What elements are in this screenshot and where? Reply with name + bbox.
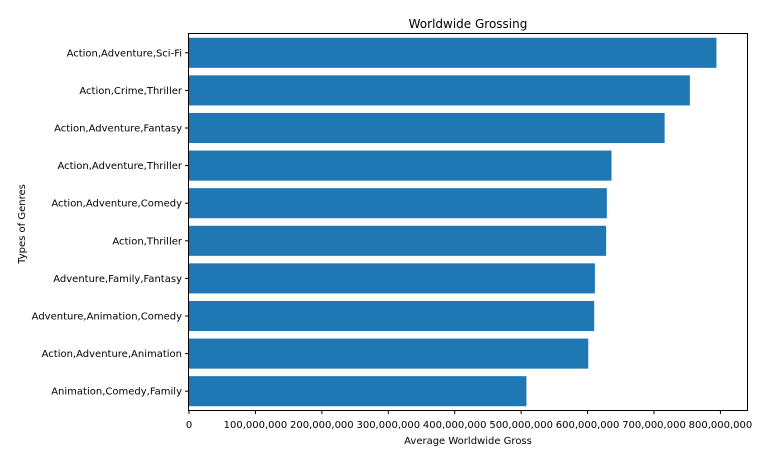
y-tick-label: Adventure,Animation,Comedy (32, 312, 182, 323)
x-axis: 0 100,000,000 200,000,000 300,000,000 400,00… (186, 410, 752, 431)
x-tick-label: 400,000,000 (423, 420, 487, 431)
y-tick-label: Action,Crime,Thriller (79, 86, 182, 97)
y-tick-label: Action,Adventure,Thriller (57, 161, 182, 172)
bar (189, 188, 607, 219)
bar (189, 338, 589, 369)
bar (189, 150, 612, 181)
bar (189, 225, 607, 256)
bar (189, 37, 717, 68)
x-tick-label: 100,000,000 (224, 420, 288, 431)
bar (189, 376, 527, 407)
chart-title: Worldwide Grossing (409, 17, 528, 31)
bar (189, 263, 595, 294)
y-tick-label: Action,Adventure,Comedy (51, 199, 182, 210)
y-tick-label: Action,Adventure,Fantasy (54, 124, 182, 135)
x-tick-label: 0 (186, 420, 192, 431)
x-tick-label: 200,000,000 (290, 420, 354, 431)
bar (189, 75, 690, 106)
y-axis: Action,Adventure,Sci-Fi Action,Crime,Thri… (32, 48, 189, 398)
bar (189, 300, 595, 332)
y-tick-label: Animation,Comedy,Family (51, 387, 182, 398)
bars-group (189, 37, 717, 407)
y-axis-title: Types of Genres (17, 184, 28, 265)
y-tick-label: Action,Thriller (112, 236, 183, 247)
bar (189, 112, 665, 144)
plot-area-frame (188, 33, 748, 411)
x-axis-title: Average Worldwide Gross (404, 436, 532, 447)
y-tick-label: Adventure,Family,Fantasy (53, 274, 182, 285)
y-tick-label: Action,Adventure,Animation (42, 349, 182, 360)
x-tick-label: 800,000,000 (689, 420, 753, 431)
x-tick-label: 700,000,000 (622, 420, 686, 431)
y-tick-label: Action,Adventure,Sci-Fi (67, 48, 182, 59)
x-tick-label: 300,000,000 (356, 420, 420, 431)
x-tick-label: 500,000,000 (489, 420, 553, 431)
x-tick-label: 600,000,000 (556, 420, 620, 431)
